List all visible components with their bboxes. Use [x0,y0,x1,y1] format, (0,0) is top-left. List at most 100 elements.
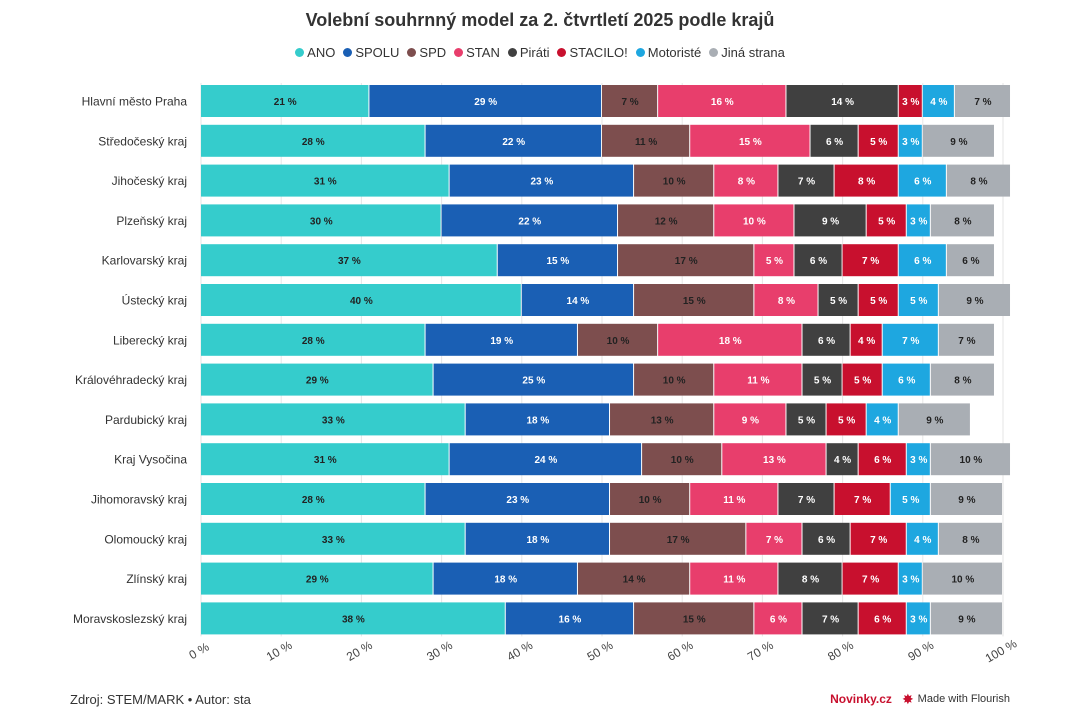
bar-segment[interactable] [834,483,890,515]
bar-segment[interactable] [618,244,754,277]
bar-segment[interactable] [690,562,778,595]
bar-segment[interactable] [866,204,906,237]
bar-segment[interactable] [634,602,754,635]
bar-segment[interactable] [201,562,433,595]
bar-segment[interactable] [642,443,722,476]
bar-segment[interactable] [922,85,954,117]
bar-segment[interactable] [858,124,898,157]
bar-segment[interactable] [201,483,425,515]
legend-item[interactable]: Motoristé [635,45,701,60]
bar-segment[interactable] [201,323,425,356]
bar-segment[interactable] [930,363,994,396]
bar-segment[interactable] [449,443,642,476]
bar-segment[interactable] [714,204,794,237]
bar-segment[interactable] [842,244,898,277]
bar-segment[interactable] [954,85,1011,117]
bar-segment[interactable] [778,164,834,197]
bar-segment[interactable] [898,85,922,117]
bar-segment[interactable] [866,403,898,436]
bar-segment[interactable] [818,284,858,316]
bar-segment[interactable] [369,85,601,117]
bar-segment[interactable] [610,403,714,436]
bar-segment[interactable] [602,124,690,157]
bar-segment[interactable] [898,244,946,277]
bar-segment[interactable] [898,562,922,595]
bar-segment[interactable] [634,363,714,396]
bar-segment[interactable] [577,323,658,356]
bar-segment[interactable] [834,164,898,197]
flourish-badge[interactable]: ✸ Made with Flourish [902,692,1010,706]
bar-segment[interactable] [882,363,930,396]
bar-segment[interactable] [858,284,898,316]
bar-segment[interactable] [201,284,521,316]
bar-segment[interactable] [930,204,994,237]
bar-segment[interactable] [906,204,930,237]
bar-segment[interactable] [842,363,882,396]
bar-segment[interactable] [201,85,369,117]
bar-segment[interactable] [898,124,922,157]
bar-segment[interactable] [201,164,449,197]
legend-item[interactable]: Piráti [507,45,549,60]
bar-segment[interactable] [690,124,810,157]
bar-segment[interactable] [802,602,858,635]
legend-item[interactable]: Jiná strana [709,45,785,60]
bar-segment[interactable] [898,284,938,316]
legend-item[interactable]: SPD [407,45,446,60]
bar-segment[interactable] [778,483,834,515]
bar-segment[interactable] [906,443,930,476]
bar-segment[interactable] [610,483,690,515]
bar-segment[interactable] [810,124,858,157]
bar-segment[interactable] [201,244,497,277]
bar-segment[interactable] [449,164,634,197]
bar-segment[interactable] [794,244,842,277]
bar-segment[interactable] [201,204,441,237]
bar-segment[interactable] [754,602,802,635]
legend-item[interactable]: SPOLU [343,45,399,60]
bar-segment[interactable] [746,522,802,555]
bar-segment[interactable] [433,562,577,595]
bar-segment[interactable] [465,403,610,436]
bar-segment[interactable] [634,164,714,197]
bar-segment[interactable] [802,323,850,356]
bar-segment[interactable] [658,85,786,117]
bar-segment[interactable] [425,124,601,157]
legend-item[interactable]: STACILO! [557,45,628,60]
bar-segment[interactable] [842,562,898,595]
bar-segment[interactable] [922,124,994,157]
bar-segment[interactable] [802,363,842,396]
bar-segment[interactable] [610,522,746,555]
bar-segment[interactable] [858,443,906,476]
bar-segment[interactable] [577,562,690,595]
bar-segment[interactable] [930,602,1002,635]
bar-segment[interactable] [201,602,505,635]
bar-segment[interactable] [946,244,994,277]
bar-segment[interactable] [722,443,826,476]
bar-segment[interactable] [938,284,1011,316]
bar-segment[interactable] [714,164,778,197]
bar-segment[interactable] [433,363,634,396]
bar-segment[interactable] [898,403,970,436]
bar-segment[interactable] [754,244,794,277]
bar-segment[interactable] [441,204,618,237]
bar-segment[interactable] [930,483,1002,515]
bar-segment[interactable] [602,85,658,117]
bar-segment[interactable] [938,323,994,356]
bar-segment[interactable] [618,204,714,237]
bar-segment[interactable] [850,522,906,555]
bar-segment[interactable] [505,602,634,635]
bar-segment[interactable] [938,522,1002,555]
legend-item[interactable]: ANO [295,45,335,60]
bar-segment[interactable] [465,522,610,555]
bar-segment[interactable] [201,403,465,436]
bar-segment[interactable] [850,323,882,356]
bar-segment[interactable] [906,602,930,635]
bar-segment[interactable] [826,403,866,436]
bar-segment[interactable] [201,522,465,555]
bar-segment[interactable] [890,483,930,515]
bar-segment[interactable] [906,522,938,555]
bar-segment[interactable] [521,284,634,316]
bar-segment[interactable] [946,164,1011,197]
bar-segment[interactable] [802,522,850,555]
bar-segment[interactable] [826,443,858,476]
bar-segment[interactable] [882,323,938,356]
